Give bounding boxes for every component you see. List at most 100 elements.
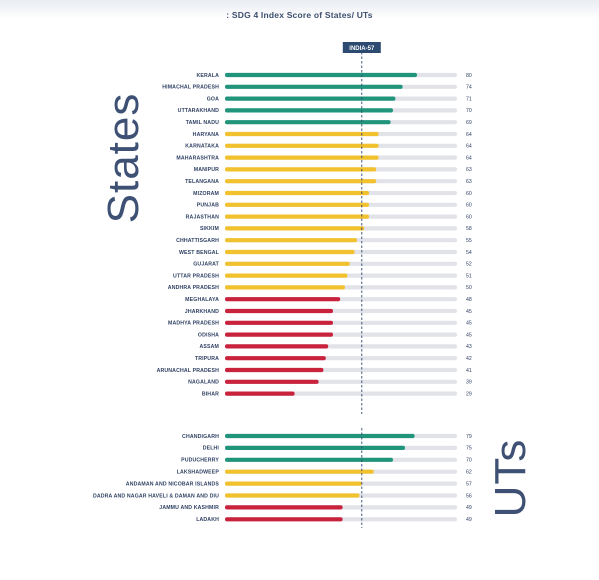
row-label: BIHAR [202,391,219,397]
bar [225,226,365,231]
data-label: 55 [466,238,472,244]
row-label: WEST BENGAL [179,250,220,256]
data-label: 48 [466,297,472,303]
data-label: 79 [466,434,472,440]
bar [225,214,369,219]
data-label: 75 [466,446,472,452]
bar [225,202,369,207]
data-label: 64 [466,155,472,161]
data-label: 62 [466,470,472,476]
data-label: 80 [466,73,472,79]
row-label: TRIPURA [195,356,219,362]
bar [225,332,333,337]
row-label: ODISHA [198,332,219,338]
bar [225,143,379,148]
bar [225,297,341,302]
row-label: JHARKHAND [185,309,219,315]
row-label: HIMACHAL PRADESH [162,85,219,91]
bar [225,320,333,325]
data-label: 39 [466,380,472,386]
row-label: NAGALAND [188,380,219,386]
data-label: 64 [466,144,472,150]
bar [225,108,393,113]
row-label: KERALA [196,73,219,79]
bar [225,261,350,266]
row-label: GOA [207,96,219,102]
bar [225,84,403,89]
bar [225,96,396,101]
bar [225,517,343,522]
reference-label-box [342,42,381,53]
row-label: ANDAMAN AND NICOBAR ISLANDS [126,481,220,487]
row-label: HARYANA [193,132,219,138]
row-label: RAJASTHAN [186,214,219,220]
bar [225,131,379,137]
data-label: 29 [466,391,472,397]
data-label: 51 [466,273,472,279]
data-label: 71 [466,96,472,102]
bar [225,433,415,439]
data-label: 60 [466,203,472,209]
data-label: 43 [466,344,472,350]
row-label: DELHI [203,446,220,452]
data-label: 70 [466,458,472,464]
row-label: PUDUCHERRY [181,458,219,464]
data-label: 57 [466,481,472,487]
data-label: 54 [466,250,472,256]
bar [225,356,326,361]
bar [225,273,348,278]
bar [225,445,405,450]
bar [225,469,374,474]
data-label: 58 [466,226,472,232]
bar [225,379,319,384]
row-label: UTTARAKHAND [178,108,219,114]
data-label: 45 [466,332,472,338]
group-label: UTs [486,439,535,518]
row-label: TAMIL NADU [186,120,219,126]
bar [225,308,333,314]
bar [225,72,417,78]
data-label: 63 [466,167,472,173]
data-label: 50 [466,285,472,291]
chart-title: : SDG 4 Index Score of States/ UTs [226,10,373,20]
row-label: LADAKH [196,517,219,523]
bar [225,238,357,243]
row-label: PUNJAB [197,203,219,209]
row-label: ARUNACHAL PRADESH [157,368,220,374]
bar [225,249,355,255]
data-label: 64 [466,132,472,138]
bar [225,493,360,498]
row-label: LAKSHADWEEP [177,470,220,476]
data-label: 52 [466,262,472,268]
row-label: SIKKIM [200,226,219,232]
bar [225,505,343,510]
row-label: DADRA AND NAGAR HAVELI & DAMAN AND DIU [93,493,219,499]
bar [225,120,391,125]
row-label: MANIPUR [194,167,219,173]
bar [225,481,362,486]
data-label: 74 [466,85,472,91]
bar [225,344,329,349]
data-label: 49 [466,505,472,511]
row-label: TELANGANA [185,179,219,185]
data-label: 60 [466,191,472,197]
row-label: MIZORAM [193,191,219,197]
data-label: 41 [466,368,472,374]
bar [225,190,369,196]
data-label: 56 [466,493,472,499]
data-label: 70 [466,108,472,114]
group-label: States [99,93,148,224]
bar [225,285,345,290]
bar [225,167,377,172]
row-label: CHANDIGARH [182,434,219,440]
row-label: UTTAR PRADESH [173,273,219,279]
data-label: 45 [466,321,472,327]
bar [225,179,377,184]
reference-label: INDIA-57 [349,46,375,52]
bar [225,391,295,396]
row-label: MEGHALAYA [185,297,219,303]
data-label: 60 [466,214,472,220]
row-label: ASSAM [200,344,219,350]
row-label: JAMMU AND KASHMIR [159,505,219,511]
